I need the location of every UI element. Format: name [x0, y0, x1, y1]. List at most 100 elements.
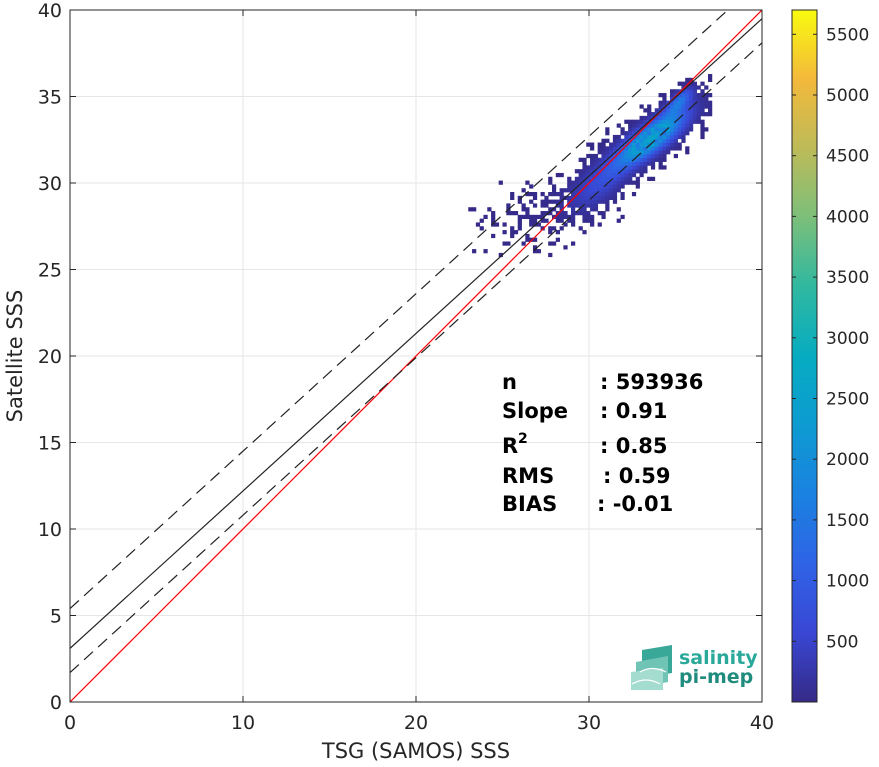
- density-cell: [696, 115, 701, 121]
- density-cell: [571, 222, 576, 227]
- density-cell: [574, 169, 580, 174]
- density-cell: [609, 176, 614, 181]
- colorbar-tick-label: 3500: [826, 268, 869, 288]
- density-cell: [590, 207, 595, 212]
- density-cell: [696, 85, 701, 90]
- density-cell: [601, 161, 606, 166]
- density-cell: [532, 191, 538, 197]
- density-cell: [601, 176, 606, 181]
- density-cell: [677, 100, 682, 105]
- density-cell: [548, 176, 553, 181]
- density-cell: [681, 96, 686, 102]
- density-cell: [631, 123, 637, 128]
- density-cell: [662, 96, 667, 102]
- density-cell: [601, 142, 606, 147]
- density-cell: [494, 222, 500, 227]
- density-cell: [517, 226, 522, 231]
- density-cell: [571, 180, 576, 185]
- density-cell: [681, 115, 686, 121]
- density-cell: [605, 161, 610, 166]
- density-cell: [544, 195, 549, 201]
- density-cell: [578, 188, 583, 193]
- density-cell: [571, 199, 576, 204]
- colorbar-tick-label: 4000: [826, 207, 869, 227]
- density-cell: [612, 172, 618, 178]
- density-cell: [609, 161, 614, 166]
- density-cell: [609, 172, 614, 178]
- density-cell: [688, 96, 694, 102]
- density-cell: [586, 199, 591, 204]
- density-cell: [555, 230, 560, 235]
- density-cell: [612, 169, 618, 174]
- density-cell: [647, 127, 652, 132]
- density-cell: [696, 93, 701, 98]
- density-cell: [571, 195, 576, 201]
- density-cell: [685, 119, 690, 124]
- density-cell: [578, 211, 583, 216]
- density-cell: [609, 169, 614, 174]
- density-cell: [685, 146, 690, 151]
- density-cell: [666, 138, 671, 143]
- density-cell: [658, 100, 663, 105]
- density-cell: [593, 161, 599, 166]
- density-cell: [669, 104, 675, 109]
- density-cell: [696, 108, 701, 113]
- density-cell: [593, 207, 599, 212]
- density-cell: [567, 188, 572, 193]
- density-cell: [643, 123, 648, 128]
- density-cell: [582, 169, 587, 174]
- density-cell: [635, 123, 640, 128]
- density-cell: [704, 127, 709, 132]
- density-cell: [605, 176, 610, 181]
- density-cell: [521, 207, 526, 212]
- density-cell: [574, 199, 580, 204]
- density-cell: [605, 172, 610, 178]
- density-cell: [673, 142, 678, 147]
- density-cell: [666, 112, 671, 117]
- density-cell: [692, 85, 698, 90]
- density-cell: [555, 199, 560, 204]
- density-cell: [601, 169, 606, 174]
- density-cell: [483, 214, 488, 220]
- density-cell: [650, 142, 656, 147]
- density-cell: [483, 249, 488, 254]
- density-cell: [590, 188, 595, 193]
- density-cell: [624, 161, 629, 166]
- density-cell: [650, 176, 656, 181]
- density-cell: [593, 195, 599, 201]
- density-cell: [639, 131, 644, 136]
- density-cell: [673, 123, 678, 128]
- density-cell: [662, 131, 667, 136]
- density-cell: [662, 115, 667, 121]
- density-cell: [502, 222, 507, 227]
- density-cell: [700, 81, 705, 86]
- density-cell: [631, 153, 637, 159]
- colorbar-tick-label: 5000: [826, 86, 869, 106]
- density-cell: [605, 169, 610, 174]
- density-cell: [605, 191, 610, 197]
- density-cell: [605, 153, 610, 159]
- density-cell: [704, 100, 709, 105]
- density-cell: [673, 93, 678, 98]
- density-cell: [681, 127, 686, 132]
- density-cell: [612, 146, 618, 151]
- density-cell: [601, 214, 606, 220]
- density-cell: [677, 142, 682, 147]
- density-cell: [582, 165, 587, 170]
- logo-text-salinity: salinity: [679, 647, 758, 669]
- density-cell: [639, 169, 644, 174]
- density-cell: [662, 119, 667, 124]
- density-cell: [574, 203, 580, 208]
- density-cell: [677, 134, 682, 140]
- density-cell: [487, 207, 492, 212]
- density-cell: [609, 142, 614, 147]
- density-cell: [590, 199, 595, 204]
- density-cell: [647, 157, 652, 162]
- density-cell: [639, 142, 644, 147]
- density-cell: [685, 115, 690, 121]
- density-cell: [700, 100, 705, 105]
- density-cell: [582, 176, 587, 181]
- density-cell: [677, 123, 682, 128]
- density-cell: [669, 146, 675, 151]
